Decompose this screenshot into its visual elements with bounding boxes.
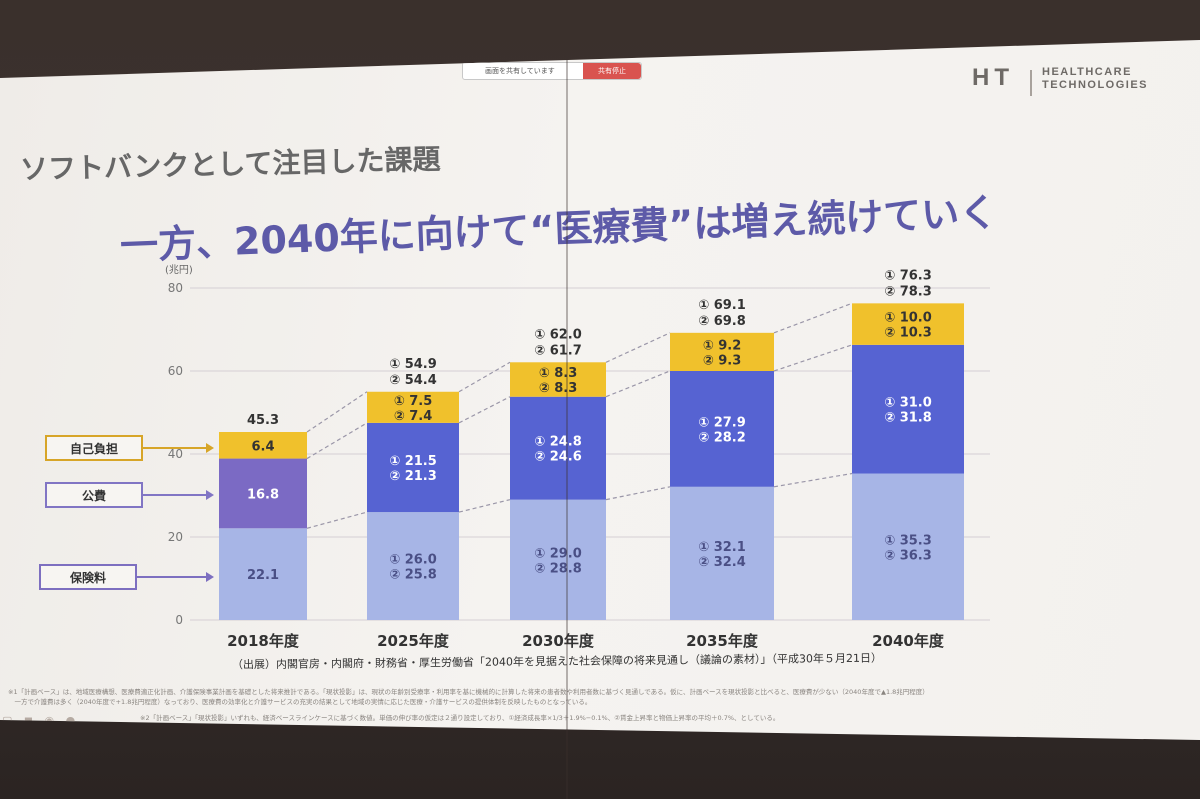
data-label: ① 24.8 <box>534 435 582 450</box>
bar-segment <box>852 473 964 620</box>
y-tick-label: 40 <box>168 447 183 461</box>
total-label: ① 54.9 <box>389 357 437 372</box>
y-tick-label: 80 <box>168 281 183 295</box>
data-label: ② 32.4 <box>698 555 746 570</box>
legend-label: 公費 <box>82 488 106 503</box>
x-tick-label: 2025年度 <box>377 632 450 650</box>
connector-line <box>458 396 511 424</box>
data-label: ① 32.1 <box>698 540 746 555</box>
data-label: ① 8.3 <box>539 366 578 381</box>
footnote-1: ※1「計画ベース」は、地域医療構想、医療費適正化計画、介護保険事業計画を基礎とし… <box>8 688 929 696</box>
data-label: ① 9.2 <box>703 338 742 353</box>
share-status-text: 画面を共有しています <box>485 67 555 75</box>
total-label: ① 62.0 <box>534 327 582 342</box>
stop-share-button[interactable]: 共有停止 <box>583 63 641 79</box>
logo-line-2: TECHNOLOGIES <box>1042 79 1149 91</box>
connector-line <box>458 361 511 393</box>
bar-segment <box>219 528 307 620</box>
data-label: ② 8.3 <box>539 381 578 396</box>
bar-segment <box>367 512 459 620</box>
data-label: ② 25.8 <box>389 568 437 583</box>
legend-box <box>39 564 137 590</box>
footnote-3: ※2「計画ベース」「現状投影」いずれも、経済ベースラインケースに基づく数値。単価… <box>140 714 780 722</box>
y-unit-label: (兆円) <box>165 264 193 276</box>
data-label: ② 10.3 <box>884 326 932 341</box>
data-label: ① 27.9 <box>698 415 746 430</box>
data-label: 6.4 <box>251 439 274 454</box>
data-label: ① 31.0 <box>884 396 932 411</box>
data-label: 22.1 <box>247 568 279 583</box>
bar-segment <box>510 396 606 500</box>
y-tick-label: 20 <box>168 530 183 544</box>
total-label: 45.3 <box>247 413 279 428</box>
x-tick-label: 2035年度 <box>686 632 759 650</box>
total-label: ② 69.8 <box>698 314 746 329</box>
screen-share-bar: 画面を共有しています 共有停止 <box>462 62 642 80</box>
data-label: ① 29.0 <box>534 546 582 561</box>
bar-segment <box>219 458 307 529</box>
connector-line <box>773 344 853 372</box>
connector-line <box>773 472 853 488</box>
legend-label: 自己負担 <box>70 441 118 456</box>
data-label: ② 28.8 <box>534 561 582 576</box>
connector-line <box>773 302 853 334</box>
x-tick-label: 2040年度 <box>872 632 945 650</box>
bar-segment <box>367 391 459 423</box>
footnote-2: 一方で介護費は多く（2040年度で+1.8兆円程度）なっており、医療費の効率化と… <box>8 698 592 706</box>
total-label: ② 54.4 <box>389 373 437 388</box>
connector-line <box>605 486 671 501</box>
data-label: ② 36.3 <box>884 548 932 563</box>
total-label: ① 69.1 <box>698 298 746 313</box>
connector-line <box>306 391 368 433</box>
total-label: ② 61.7 <box>534 343 582 358</box>
logo-mark: HT <box>972 64 1014 91</box>
y-tick-label: 60 <box>168 364 183 378</box>
data-label: ① 35.3 <box>884 533 932 548</box>
data-label: ② 7.4 <box>394 409 433 424</box>
bar-segment <box>219 432 307 459</box>
connector-line <box>458 499 511 513</box>
legend-label: 保険料 <box>69 570 106 585</box>
bar-segment <box>852 344 964 474</box>
bar-segment <box>670 486 774 620</box>
y-tick-label: 0 <box>175 613 183 627</box>
data-label: ① 7.5 <box>394 394 433 409</box>
bar-segment <box>670 371 774 487</box>
bar-segment <box>670 332 774 371</box>
connector-line <box>306 422 368 460</box>
data-label: ① 21.5 <box>389 454 437 469</box>
data-label: ② 31.8 <box>884 411 932 426</box>
bar-segment <box>367 422 459 513</box>
bar-segment <box>510 362 606 397</box>
total-label: ① 76.3 <box>884 268 932 283</box>
projected-slide: 0 20 40 60 80 (兆円) 22.1 16.8 6.4 45.3 2018年度 ① 26.0… <box>0 40 1200 740</box>
legend-arrow-head <box>206 490 214 500</box>
legend-arrow-head <box>206 443 214 453</box>
bar-segment <box>510 499 606 620</box>
data-label: ① 26.0 <box>389 553 437 568</box>
legend-arrow-head <box>206 572 214 582</box>
connector-line <box>306 511 368 529</box>
data-label: ② 21.3 <box>389 469 437 484</box>
company-logo: HT HEALTHCARE TECHNOLOGIES <box>972 64 1147 96</box>
connector-line <box>605 332 671 363</box>
x-tick-label: 2030年度 <box>522 632 595 650</box>
total-label: ② 78.3 <box>884 284 932 299</box>
data-label: ② 24.6 <box>534 450 582 465</box>
data-label: ② 9.3 <box>703 353 742 368</box>
cost-chart: 0 20 40 60 80 (兆円) 22.1 16.8 6.4 45.3 2018年度 ① 26.0… <box>39 264 990 650</box>
logo-line-1: HEALTHCARE <box>1042 66 1132 78</box>
logo-divider <box>1030 70 1032 96</box>
bar-segment <box>852 303 964 345</box>
x-tick-label: 2018年度 <box>227 632 300 650</box>
data-label: ① 10.0 <box>884 311 932 326</box>
connector-line <box>605 370 671 398</box>
data-label: 16.8 <box>247 487 279 502</box>
screen-seam <box>566 0 568 799</box>
data-label: ② 28.2 <box>698 430 746 445</box>
logo-name: HEALTHCARE TECHNOLOGIES <box>1042 66 1148 92</box>
